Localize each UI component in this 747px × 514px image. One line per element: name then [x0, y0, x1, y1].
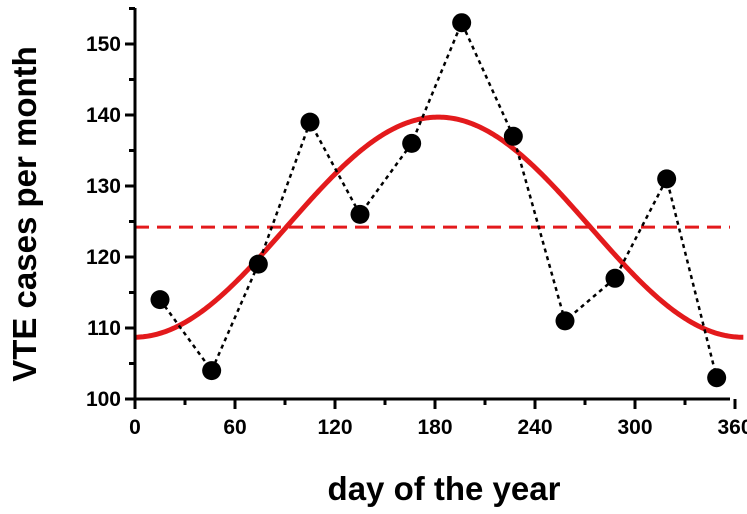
x-tick-label: 300: [617, 416, 652, 439]
data-point: [555, 311, 575, 331]
data-point: [452, 13, 472, 33]
series-layer: [134, 13, 744, 388]
x-tick-label: 0: [129, 416, 141, 439]
y-tick-label: 150: [86, 33, 121, 56]
data-point: [707, 368, 727, 388]
data-point: [503, 126, 523, 146]
x-tick-label: 120: [317, 416, 352, 439]
data-point: [300, 112, 320, 132]
y-tick-label: 110: [87, 317, 121, 340]
x-tick-label: 180: [417, 416, 452, 439]
x-tick-label: 360: [717, 416, 747, 439]
y-ticks: 100 110 120 130 140 150: [86, 7, 135, 411]
data-point: [248, 254, 268, 274]
y-tick-label: 140: [86, 104, 121, 127]
observed-dotted-line: [158, 19, 718, 379]
y-tick-label: 100: [86, 388, 121, 411]
y-tick-label: 130: [86, 175, 121, 198]
data-point: [402, 133, 422, 153]
fit-curve: [134, 114, 744, 340]
x-tick-label: 60: [223, 416, 246, 439]
y-axis-title: VTE cases per month: [6, 46, 43, 382]
x-tick-label: 240: [517, 416, 552, 439]
plot-area: 100 110 120 130 140 150 0 60 120 180 240 300 360: [86, 7, 747, 439]
x-axis-title: day of the year: [328, 470, 561, 507]
data-point: [657, 169, 677, 189]
data-point: [605, 268, 625, 288]
data-point: [150, 290, 170, 310]
data-point: [202, 361, 222, 381]
y-tick-label: 120: [86, 246, 121, 269]
axes-layer: 100 110 120 130 140 150 0 60 120 180 240 300 360: [86, 7, 747, 439]
x-ticks: 0 60 120 180 240 300 360: [129, 399, 747, 439]
data-point: [350, 204, 370, 224]
